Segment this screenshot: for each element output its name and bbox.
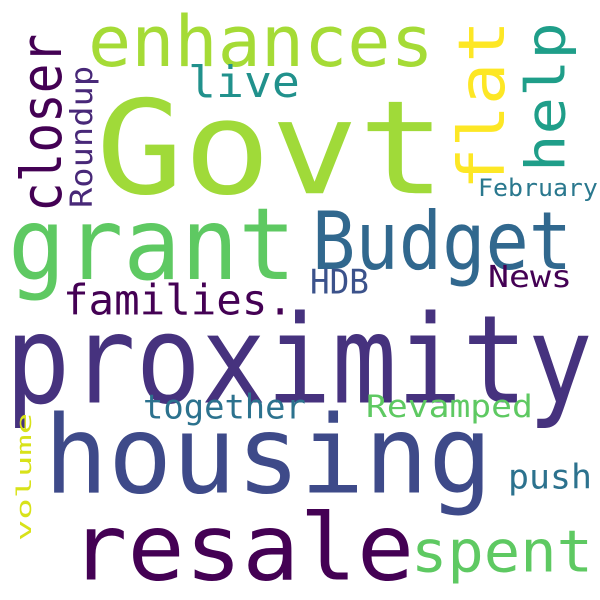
word-flat: flat [444,20,520,191]
word-spent: spent [411,517,594,586]
word-roundup: Roundup [64,65,100,208]
word-live: live [188,56,300,108]
word-volume: volume [12,412,36,541]
word-help: help [514,22,578,173]
word-families: families. [63,275,293,325]
word-news: News [488,259,572,295]
word-govt: Govt [96,72,446,225]
word-grant: grant [8,186,297,303]
word-february: February [478,173,598,202]
word-resale: resale [70,493,415,600]
word-budget: Budget [312,194,573,289]
word-push: push [508,456,592,497]
word-together: together [143,386,306,427]
word-housing: housing [44,392,493,519]
word-enhances: enhances [88,0,434,83]
word-hdb: HDB [310,261,369,302]
word-proximity: proximity [5,289,593,432]
word-closer: closer [8,33,75,212]
word-revamped: Revamped [366,388,533,425]
